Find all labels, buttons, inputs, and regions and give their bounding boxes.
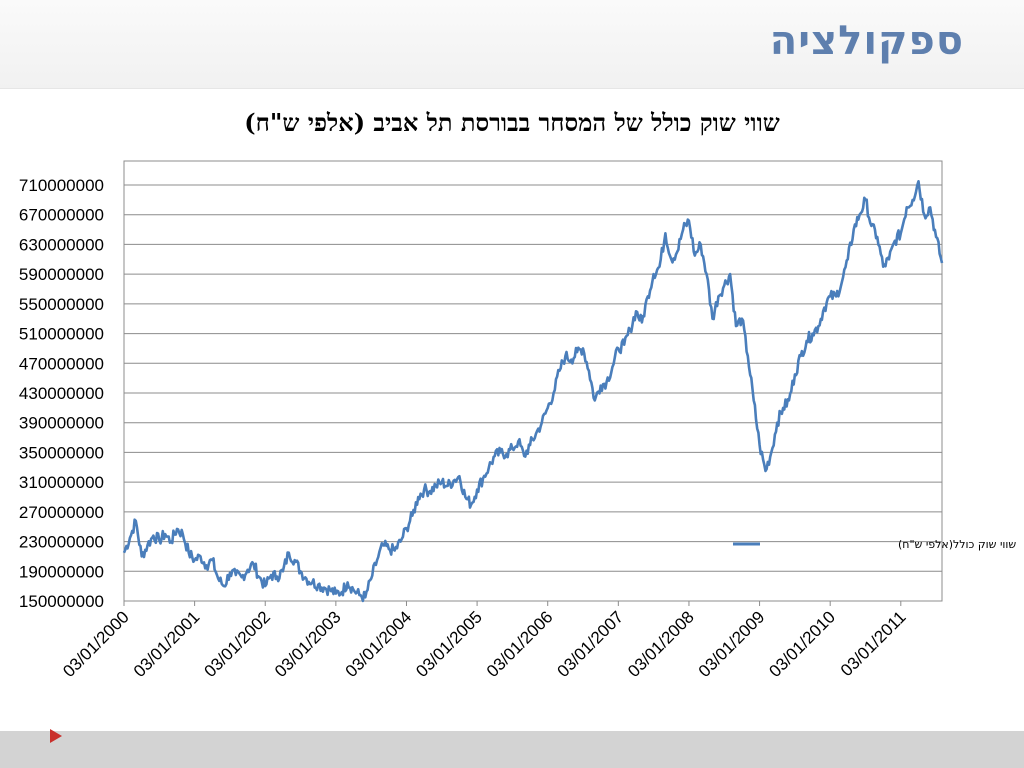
x-tick-label: 03/01/2011 bbox=[837, 607, 910, 680]
y-tick-label: 590000000 bbox=[19, 265, 104, 284]
legend: שווי שוק כולל(אלפי ש"ח) bbox=[733, 538, 1016, 551]
x-tick-label: 03/01/2007 bbox=[554, 607, 628, 681]
x-tick-label: 03/01/2005 bbox=[412, 607, 486, 681]
x-tick-label: 03/01/2000 bbox=[59, 607, 133, 681]
market-cap-chart: שווי שוק כולל של המסחר בבורסת תל אביב (א… bbox=[19, 108, 1017, 681]
x-tick-label: 03/01/2004 bbox=[342, 607, 416, 681]
x-tick-label: 03/01/2009 bbox=[695, 607, 769, 681]
y-tick-label: 390000000 bbox=[19, 414, 104, 433]
footer-band bbox=[0, 731, 1024, 768]
y-tick-label: 630000000 bbox=[19, 235, 104, 254]
y-tick-label: 230000000 bbox=[19, 533, 104, 552]
footer-marker-triangle bbox=[50, 729, 62, 743]
y-tick-label: 510000000 bbox=[19, 325, 104, 344]
legend-label: שווי שוק כולל(אלפי ש"ח) bbox=[898, 538, 1016, 551]
y-tick-label: 710000000 bbox=[19, 176, 104, 195]
y-tick-label: 670000000 bbox=[19, 206, 104, 225]
y-tick-label: 430000000 bbox=[19, 384, 104, 403]
x-tick-label: 03/01/2003 bbox=[271, 607, 345, 681]
y-tick-label: 270000000 bbox=[19, 503, 104, 522]
series-line bbox=[122, 180, 944, 603]
x-tick-label: 03/01/2006 bbox=[483, 607, 557, 681]
y-tick-label: 550000000 bbox=[19, 295, 104, 314]
x-tick-label: 03/01/2001 bbox=[130, 607, 204, 681]
y-tick-label: 190000000 bbox=[19, 562, 104, 581]
y-tick-label: 350000000 bbox=[19, 443, 104, 462]
slide-title: ספקולציה bbox=[769, 18, 964, 64]
plot-area-frame bbox=[123, 160, 943, 602]
y-tick-label: 150000000 bbox=[19, 592, 104, 611]
x-tick-label: 03/01/2002 bbox=[200, 607, 274, 681]
x-axis-ticks: 03/01/200003/01/200103/01/200203/01/2003… bbox=[59, 601, 910, 681]
x-tick-label: 03/01/2008 bbox=[624, 607, 698, 681]
chart-title: שווי שוק כולל של המסחר בבורסת תל אביב (א… bbox=[244, 108, 779, 137]
y-tick-label: 470000000 bbox=[19, 354, 104, 373]
x-tick-label: 03/01/2010 bbox=[765, 607, 839, 681]
grid-layer bbox=[124, 184, 942, 602]
series-layer bbox=[122, 180, 944, 603]
header-band bbox=[0, 0, 1024, 89]
y-axis-ticks: 710000000 670000000 630000000 590000000 5500… bbox=[19, 176, 104, 611]
y-tick-label: 310000000 bbox=[19, 473, 104, 492]
